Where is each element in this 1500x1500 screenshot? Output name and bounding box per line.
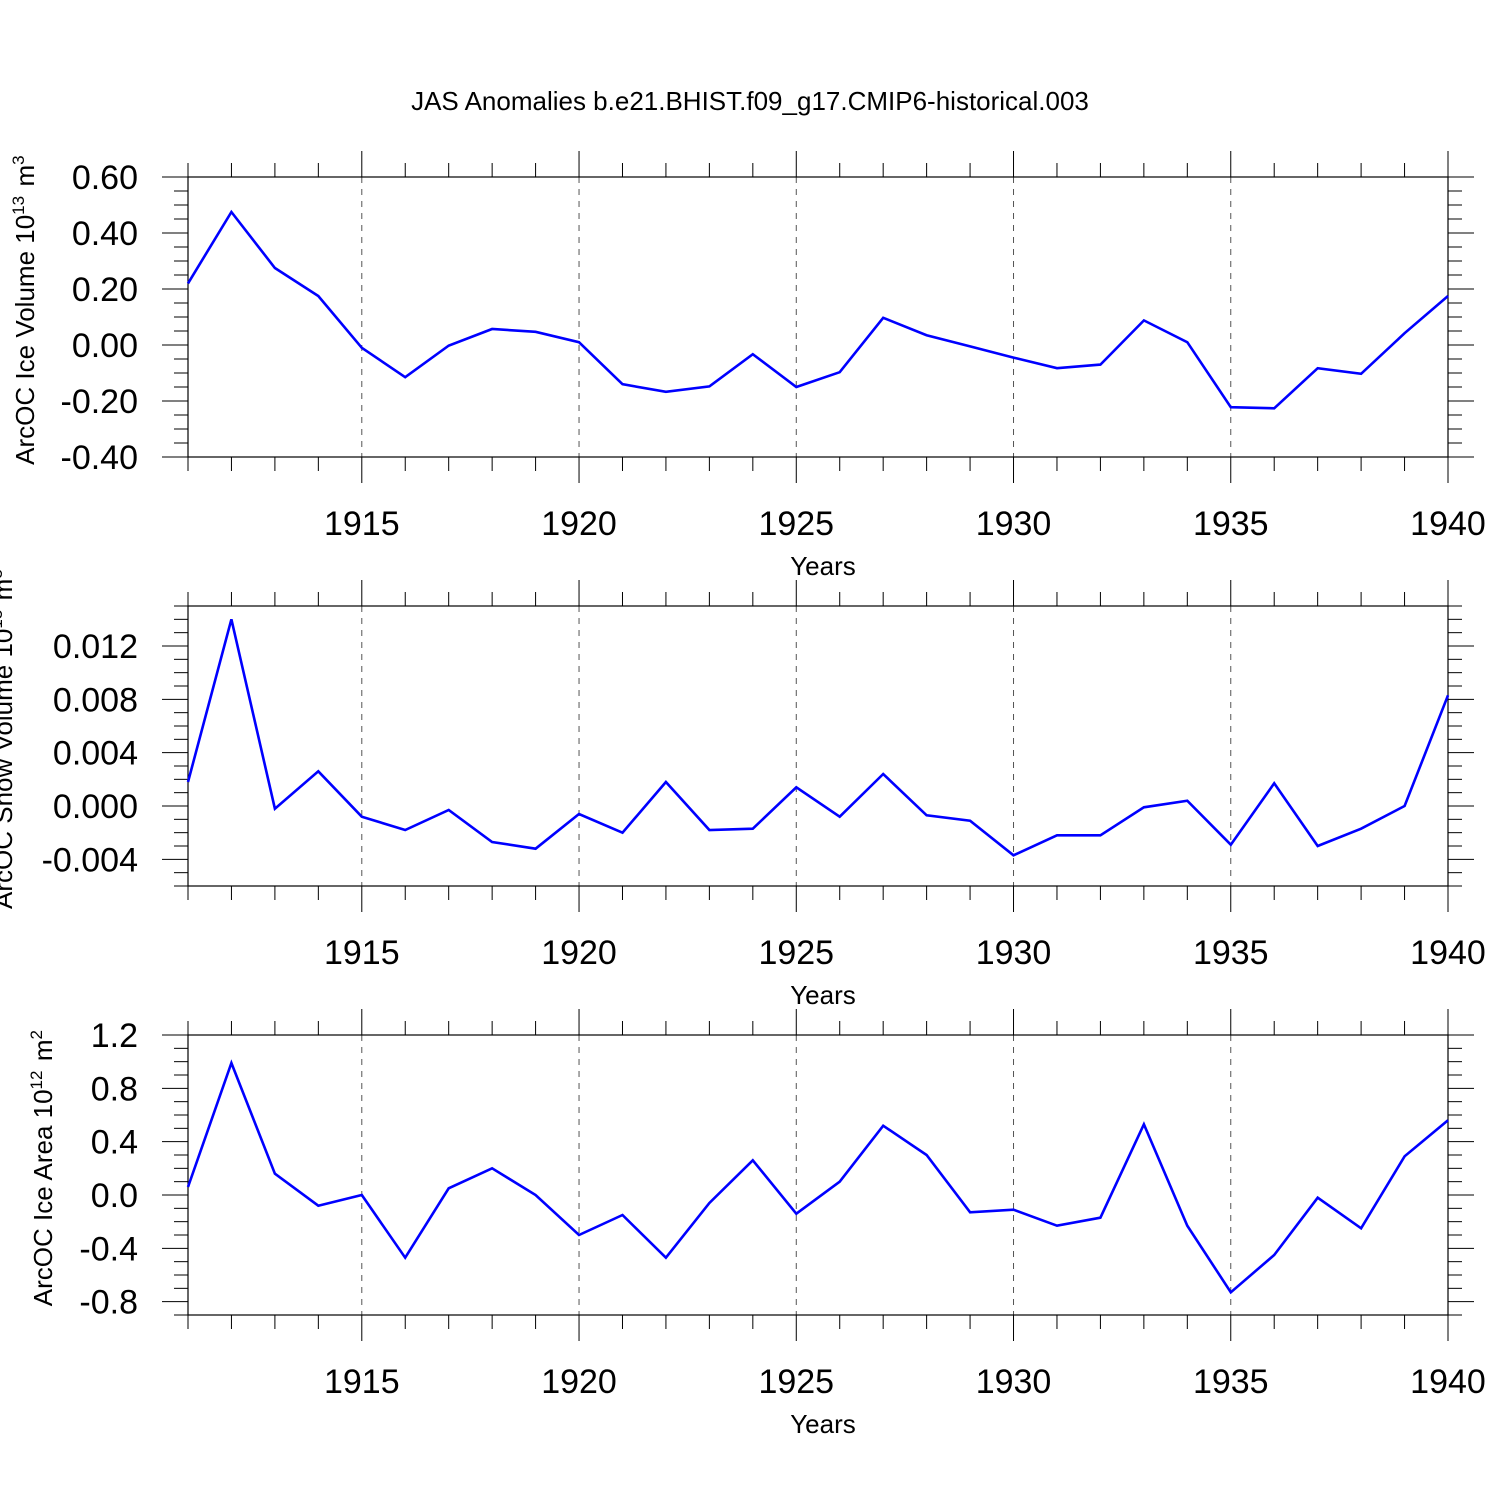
ice-area-y-axis-title: ArcOC Ice Area 1012 m2 (27, 1028, 58, 1306)
x-tick-label-1920: 1920 (541, 1363, 617, 1401)
y-axis-text: ArcOC Snow Volume 10 (0, 629, 18, 909)
y-tick-label: 0.20 (72, 271, 138, 309)
y-tick-label: 0.4 (91, 1124, 138, 1162)
x-tick-label-1940: 1940 (1410, 505, 1486, 543)
snow-volume-x-axis-title: Years (790, 980, 856, 1010)
y-axis-baseline-reset (28, 1028, 58, 1030)
x-tick-label-1915: 1915 (324, 505, 400, 543)
y-tick-label: 0.008 (53, 681, 138, 719)
ice-area-plot-frame (187, 1034, 1449, 1316)
y-tick-label: 0.60 (72, 159, 138, 197)
y-axis-text: ArcOC Ice Area 10 (28, 1089, 58, 1306)
x-tick-label-1930: 1930 (976, 505, 1052, 543)
x-tick-label-1940: 1940 (1410, 1363, 1486, 1401)
ice-volume-y-axis-title: ArcOC Ice Volume 1013 m3 (9, 153, 40, 465)
y-tick-label: 0.40 (72, 215, 138, 253)
y-axis-superscript: 12 (27, 1071, 46, 1090)
snow-volume-plot-frame (187, 605, 1449, 887)
y-tick-label: -0.20 (61, 383, 139, 421)
figure-title: JAS Anomalies b.e21.BHIST.f09_g17.CMIP6-… (411, 86, 1089, 116)
y-tick-label: 0.000 (53, 788, 138, 826)
x-tick-label-1925: 1925 (758, 934, 834, 972)
snow-volume-series-line (186, 618, 1450, 857)
y-axis-text: ArcOC Ice Volume 10 (10, 215, 40, 465)
y-tick-label: -0.40 (61, 439, 139, 477)
y-axis-superscript: 2 (27, 1030, 46, 1039)
y-tick-label: -0.004 (42, 841, 138, 879)
x-tick-label-1920: 1920 (541, 505, 617, 543)
x-tick-label-1935: 1935 (1193, 1363, 1269, 1401)
y-tick-label: 0.00 (72, 327, 138, 365)
x-tick-label-1920: 1920 (541, 934, 617, 972)
ice-volume-x-axis-title: Years (790, 551, 856, 581)
y-axis-superscript: 13 (9, 196, 28, 215)
snow-volume-y-axis-title: ArcOC Snow Volume 1013 m3 (0, 567, 18, 909)
x-tick-label-1935: 1935 (1193, 505, 1269, 543)
x-tick-label-1930: 1930 (976, 1363, 1052, 1401)
y-axis-baseline-reset (10, 153, 40, 155)
y-axis-superscript: 3 (0, 569, 6, 578)
y-axis-text: m (0, 579, 18, 608)
y-tick-label: 0.0 (91, 1177, 138, 1215)
y-axis-text: m (28, 1039, 58, 1068)
x-tick-label-1925: 1925 (758, 1363, 834, 1401)
x-tick-label-1915: 1915 (324, 934, 400, 972)
y-axis-baseline-reset (0, 567, 18, 569)
y-tick-label: -0.4 (79, 1230, 138, 1268)
y-tick-label: 1.2 (91, 1017, 138, 1055)
y-tick-label: -0.8 (79, 1284, 138, 1322)
y-axis-superscript: 3 (9, 155, 28, 164)
x-tick-label-1935: 1935 (1193, 934, 1269, 972)
x-tick-label-1930: 1930 (976, 934, 1052, 972)
ice-volume-series-line (186, 209, 1449, 410)
y-tick-label: 0.004 (53, 735, 138, 773)
ice-area-x-axis-title: Years (790, 1409, 856, 1439)
ice-area-panel: -0.8 -0.4 0.0 0.4 0.8 1.2 1915 1920 1925 1930 1935… (27, 1009, 1486, 1439)
snow-volume-panel: -0.004 0.000 0.004 0.008 0.012 1915 1920 1925 19… (0, 567, 1486, 1010)
y-tick-label: 0.012 (53, 628, 138, 666)
x-tick-label-1915: 1915 (324, 1363, 400, 1401)
y-axis-superscript: 13 (0, 610, 6, 629)
x-tick-label-1940: 1940 (1410, 934, 1486, 972)
x-tick-label-1925: 1925 (758, 505, 834, 543)
y-tick-label: 0.8 (91, 1070, 138, 1108)
y-axis-text: m (10, 165, 40, 194)
ice-volume-panel: -0.40 -0.20 0.00 0.20 0.40 0.60 1915 1920 1925 19… (9, 151, 1486, 581)
ice-area-series-line (186, 1059, 1449, 1295)
